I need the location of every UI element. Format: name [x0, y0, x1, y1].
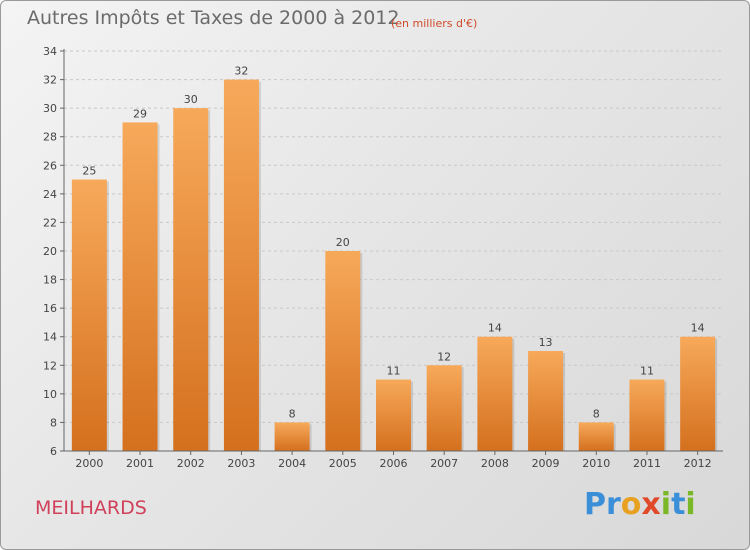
y-tick-label: 28: [43, 131, 57, 144]
proxiti-logo[interactable]: Proxiti: [584, 487, 696, 522]
y-tick-label: 34: [43, 45, 57, 58]
bar-value-label: 32: [234, 65, 248, 78]
x-tick-label: 2009: [532, 457, 560, 470]
bar[interactable]: [71, 179, 107, 452]
logo-letter: P: [584, 487, 606, 522]
x-tick-label: 2008: [481, 457, 509, 470]
logo-letter: t: [671, 487, 686, 522]
y-tick-label: 12: [43, 359, 57, 372]
bar-value-label: 8: [593, 407, 600, 420]
bar[interactable]: [274, 422, 310, 451]
bar[interactable]: [680, 336, 716, 451]
y-tick-label: 32: [43, 74, 57, 87]
logo-letter: i: [685, 487, 696, 522]
y-tick-label: 24: [43, 188, 57, 201]
bar-value-label: 13: [539, 336, 553, 349]
x-tick-label: 2003: [227, 457, 255, 470]
chart-subtitle: (en milliers d'€): [391, 17, 478, 30]
bar[interactable]: [325, 251, 361, 451]
logo-letter: o: [620, 487, 642, 522]
y-tick-label: 30: [43, 102, 57, 115]
x-tick-label: 2000: [75, 457, 103, 470]
bar-value-label: 30: [184, 93, 198, 106]
bar[interactable]: [477, 336, 513, 451]
bar[interactable]: [223, 79, 259, 452]
bar-value-label: 29: [133, 107, 147, 120]
x-tick-label: 2012: [684, 457, 712, 470]
logo-letter: i: [660, 487, 672, 522]
bar[interactable]: [122, 122, 158, 451]
x-tick-label: 2004: [278, 457, 306, 470]
bar[interactable]: [173, 108, 209, 452]
x-tick-label: 2010: [582, 457, 610, 470]
y-tick-label: 16: [43, 302, 57, 315]
bars: [71, 79, 718, 452]
x-tick-label: 2005: [329, 457, 357, 470]
y-tick-label: 22: [43, 216, 57, 229]
x-tick-label: 2011: [633, 457, 661, 470]
logo-letter: r: [606, 487, 621, 522]
logo-letter: x: [641, 487, 661, 522]
bar[interactable]: [629, 379, 665, 451]
y-tick-label: 20: [43, 245, 57, 258]
chart-title: Autres Impôts et Taxes de 2000 à 2012: [27, 7, 400, 29]
y-tick-label: 6: [50, 445, 57, 458]
x-tick-label: 2007: [430, 457, 458, 470]
commune-name: MEILHARDS: [35, 497, 147, 519]
y-tick-label: 10: [43, 388, 57, 401]
bar[interactable]: [426, 365, 462, 451]
x-tick-label: 2002: [177, 457, 205, 470]
bar-value-label: 14: [488, 322, 502, 335]
bar-value-label: 20: [336, 236, 350, 249]
x-tick-label: 2006: [380, 457, 408, 470]
bar-value-label: 14: [691, 322, 705, 335]
bar[interactable]: [578, 422, 614, 451]
bar-value-label: 25: [82, 165, 96, 178]
bar-value-label: 11: [640, 365, 654, 378]
y-tick-label: 14: [43, 331, 57, 344]
axes: [60, 49, 723, 455]
y-tick-label: 18: [43, 274, 57, 287]
y-tick-label: 26: [43, 159, 57, 172]
bar[interactable]: [528, 351, 564, 451]
bar[interactable]: [376, 379, 411, 451]
bar-value-label: 8: [289, 407, 296, 420]
y-tick-label: 8: [50, 416, 57, 429]
bar-value-label: 12: [437, 350, 451, 363]
x-tick-label: 2001: [126, 457, 154, 470]
labels: 6 8 10 12 14 16 18 20 22 24 26 28 30 32 34 25 2000 29 2001…: [43, 45, 712, 470]
bar-value-label: 11: [387, 365, 401, 378]
